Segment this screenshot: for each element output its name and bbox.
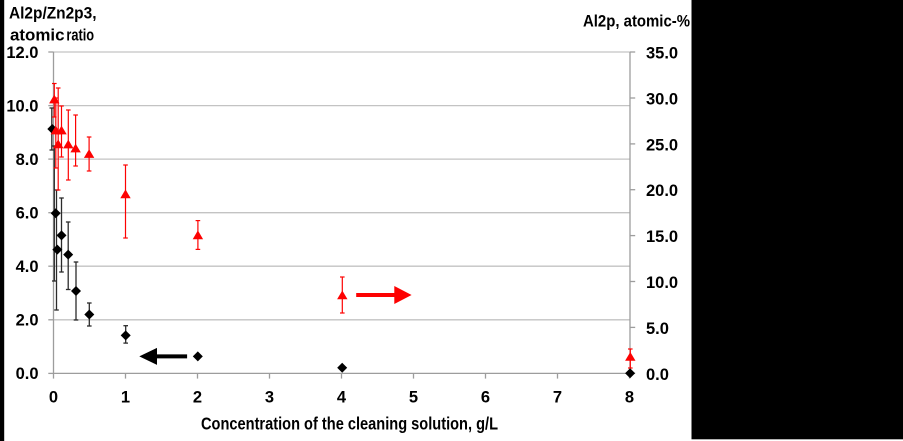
svg-text:1: 1: [121, 389, 130, 407]
svg-text:7: 7: [553, 389, 562, 407]
svg-text:atomic: atomic: [10, 25, 65, 44]
svg-text:2.0: 2.0: [16, 312, 39, 330]
svg-text:5: 5: [409, 389, 418, 407]
svg-text:ratio: ratio: [66, 25, 94, 44]
svg-text:20.0: 20.0: [646, 182, 678, 200]
svg-text:8.0: 8.0: [16, 151, 39, 169]
svg-text:30.0: 30.0: [646, 91, 678, 109]
svg-text:6: 6: [481, 389, 490, 407]
svg-text:Al2p/Zn2p3,: Al2p/Zn2p3,: [9, 4, 97, 23]
svg-text:35.0: 35.0: [646, 45, 678, 63]
svg-text:8: 8: [625, 389, 634, 407]
svg-text:4: 4: [337, 389, 347, 407]
svg-text:0.0: 0.0: [16, 365, 39, 383]
svg-text:4.0: 4.0: [16, 258, 39, 276]
svg-text:Al2p, atomic-%: Al2p, atomic-%: [583, 12, 690, 31]
svg-text:6.0: 6.0: [16, 205, 39, 223]
svg-text:0.0: 0.0: [646, 366, 669, 384]
svg-text:10.0: 10.0: [6, 97, 38, 115]
svg-text:25.0: 25.0: [646, 136, 678, 154]
svg-text:12.0: 12.0: [6, 44, 38, 62]
svg-text:0: 0: [49, 389, 58, 407]
svg-text:5.0: 5.0: [646, 320, 669, 338]
svg-text:10.0: 10.0: [646, 274, 678, 292]
svg-text:3: 3: [265, 389, 274, 407]
svg-text:2: 2: [193, 389, 202, 407]
svg-text:Concentration of the cleaning: Concentration of the cleaning solution, …: [201, 414, 498, 434]
svg-text:15.0: 15.0: [646, 228, 678, 246]
